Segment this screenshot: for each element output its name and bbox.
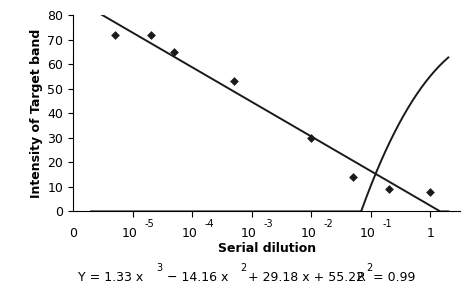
Text: 10: 10 bbox=[241, 227, 257, 240]
Text: 2: 2 bbox=[240, 263, 246, 273]
Point bbox=[349, 175, 357, 179]
Text: Serial dilution: Serial dilution bbox=[218, 242, 316, 255]
Point bbox=[147, 32, 154, 37]
Y-axis label: Intensity of Target band: Intensity of Target band bbox=[30, 29, 43, 198]
Text: + 29.18 x + 55.22: + 29.18 x + 55.22 bbox=[244, 271, 364, 284]
Point bbox=[385, 187, 393, 192]
Text: 10: 10 bbox=[360, 227, 376, 240]
Point bbox=[170, 50, 178, 54]
Text: -2: -2 bbox=[323, 219, 333, 229]
Text: 0: 0 bbox=[69, 227, 77, 240]
Text: = 0.99: = 0.99 bbox=[369, 271, 415, 284]
Text: 10: 10 bbox=[181, 227, 197, 240]
Text: 2: 2 bbox=[366, 263, 372, 273]
Text: -5: -5 bbox=[144, 219, 154, 229]
Text: R: R bbox=[349, 271, 366, 284]
Point bbox=[111, 32, 118, 37]
Text: Y = 1.33 x: Y = 1.33 x bbox=[78, 271, 143, 284]
Text: -4: -4 bbox=[204, 219, 214, 229]
Text: 10: 10 bbox=[122, 227, 138, 240]
Text: -1: -1 bbox=[383, 219, 392, 229]
Text: 3: 3 bbox=[157, 263, 163, 273]
Text: 10: 10 bbox=[300, 227, 316, 240]
Text: 1: 1 bbox=[427, 227, 434, 240]
Point bbox=[230, 79, 238, 84]
Point bbox=[308, 135, 315, 140]
Text: − 14.16 x: − 14.16 x bbox=[163, 271, 228, 284]
Point bbox=[427, 189, 434, 194]
Text: -3: -3 bbox=[264, 219, 273, 229]
